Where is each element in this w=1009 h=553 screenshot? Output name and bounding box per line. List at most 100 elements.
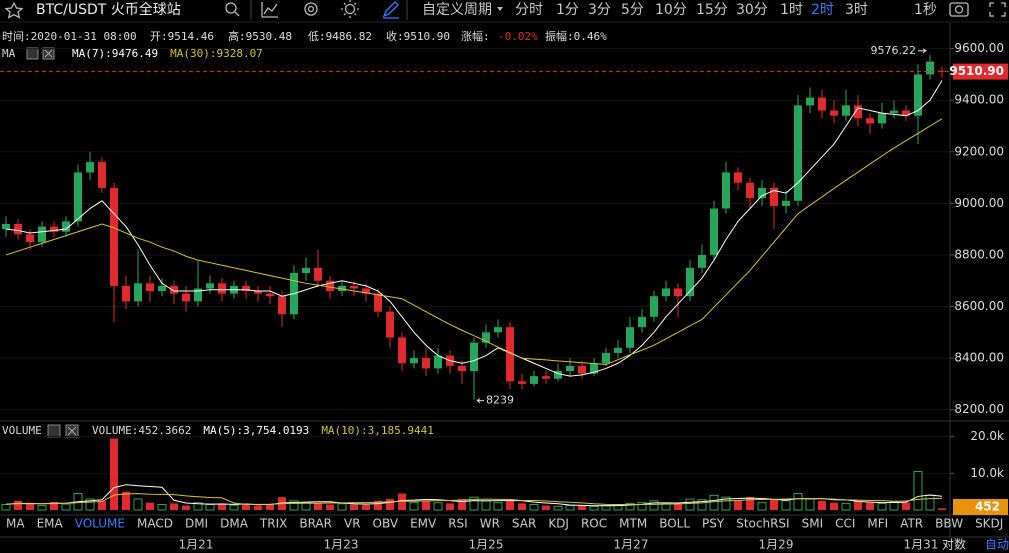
interval-button[interactable]: 1秒 [914,2,937,18]
candle-body [110,187,118,286]
search-icon[interactable] [225,2,237,14]
screenshot-icon[interactable] [954,5,964,14]
theme-icon[interactable] [344,3,356,15]
candle-body [386,311,394,338]
indicator-tab[interactable]: BOLL [659,517,690,531]
interval-button[interactable]: 30分 [736,2,768,18]
interval-button[interactable]: 3分 [588,2,611,18]
candle-body [566,365,574,371]
candle-body [494,327,502,333]
y-tick-label: 10.0k [970,466,1004,480]
volume-bar [518,503,526,510]
indicator-tab[interactable]: EMA [37,517,64,531]
candle-body [158,285,166,292]
max-marker: 9576.22 [871,44,917,57]
candle-body [818,97,826,111]
draw-icon[interactable] [382,1,399,19]
volume-bar [889,501,899,511]
candle-body [26,234,34,243]
interval-button[interactable]: 2时 [811,2,834,18]
volume-bar [637,502,647,511]
candle-body [782,200,790,206]
candle-body [614,347,622,353]
search-icon[interactable] [234,11,240,17]
indicator-tab[interactable]: ROC [581,517,607,531]
interval-button[interactable]: 10分 [655,2,687,18]
interval-button[interactable]: 5分 [621,2,644,18]
interval-button[interactable]: 1分 [556,2,579,18]
x-tick-label: 1月29 [759,538,794,552]
indicator-tab[interactable]: WR [480,517,500,531]
indicator-tab[interactable]: SAR [512,517,536,531]
candle-body [350,285,358,289]
candle-body [722,172,730,209]
volume-bar [446,503,454,510]
y-tick-label: 8800.00 [954,247,1004,261]
interval-button[interactable]: 15分 [696,2,728,18]
indicator-tab[interactable]: DMA [220,517,249,531]
settings-icon[interactable] [307,5,315,13]
indicator-tab[interactable]: SKDJ [975,517,1003,531]
indicator-tab[interactable]: BBW [935,517,963,531]
volume-bar [913,471,923,511]
indicator-tab[interactable]: KDJ [548,517,569,531]
scale-mode[interactable]: 对数 [942,537,966,552]
candle-body [50,226,58,232]
indicator-icon[interactable] [261,2,278,18]
scale-mode[interactable]: 自动 [985,538,1009,552]
volume-bar [301,502,311,511]
fullscreen-icon[interactable] [989,2,1006,17]
indicator-tab[interactable]: MA [6,517,25,531]
candle-body [278,296,286,315]
candle-body [86,162,94,173]
indicator-tab[interactable]: ATR [900,517,923,531]
indicator-tab[interactable]: StochRSI [736,517,789,531]
indicator-tab[interactable]: MFI [867,517,888,531]
settings-icon[interactable] [304,2,318,16]
candle-body [674,288,682,297]
volume-bar [805,498,815,511]
x-tick-label: 1月23 [324,538,359,552]
volume-bar [433,502,443,511]
volume-bar [157,504,167,511]
indicator-tab[interactable]: MACD [137,517,173,531]
indicator-tab[interactable]: DMI [185,517,208,531]
favorite-icon[interactable] [4,1,24,19]
settings-button[interactable] [26,47,39,60]
pane-label: MA [2,47,16,60]
candle-body [542,376,550,379]
symbol[interactable]: BTC/USDT 火币全球站 [36,1,181,18]
indicator-tab[interactable]: EMV [410,517,437,531]
dropdown-arrow[interactable] [497,7,503,11]
indicator-tab[interactable]: TRIX [259,517,287,531]
indicator-tab[interactable]: PSY [702,517,725,531]
indicator-tab[interactable]: SMI [802,517,824,531]
indicator-tab[interactable]: CCI [835,517,855,531]
candle-body [506,327,514,382]
settings-button[interactable] [47,424,61,438]
interval-button[interactable]: 分时 [515,2,543,18]
screenshot-icon[interactable] [949,2,969,17]
indicator-tab[interactable]: OBV [373,517,399,531]
close-button[interactable] [44,49,77,436]
candle-body [218,283,226,294]
indicator-tab[interactable]: VOLUME [75,517,125,531]
indicator-tab[interactable]: RSI [448,517,468,531]
candle-body [746,182,754,199]
volume-bar [493,502,503,511]
volume-bar [254,505,262,510]
indicator-tab[interactable]: BRAR [299,517,332,531]
theme-icon[interactable] [341,0,359,18]
volume-bar [506,499,514,510]
min-marker: 8239 [486,394,514,407]
last-price-label: 9510.90 [949,64,1004,78]
info-field: 低:9486.82 [308,30,372,43]
interval-button[interactable]: 3时 [845,2,868,18]
indicator-tab[interactable]: VR [344,517,361,531]
candle-body [518,381,526,384]
candle-body [914,74,922,116]
period-menu[interactable]: 自定义周期 [422,2,492,18]
interval-button[interactable]: 1时 [780,2,803,18]
indicator-tab[interactable]: MTM [619,517,647,531]
